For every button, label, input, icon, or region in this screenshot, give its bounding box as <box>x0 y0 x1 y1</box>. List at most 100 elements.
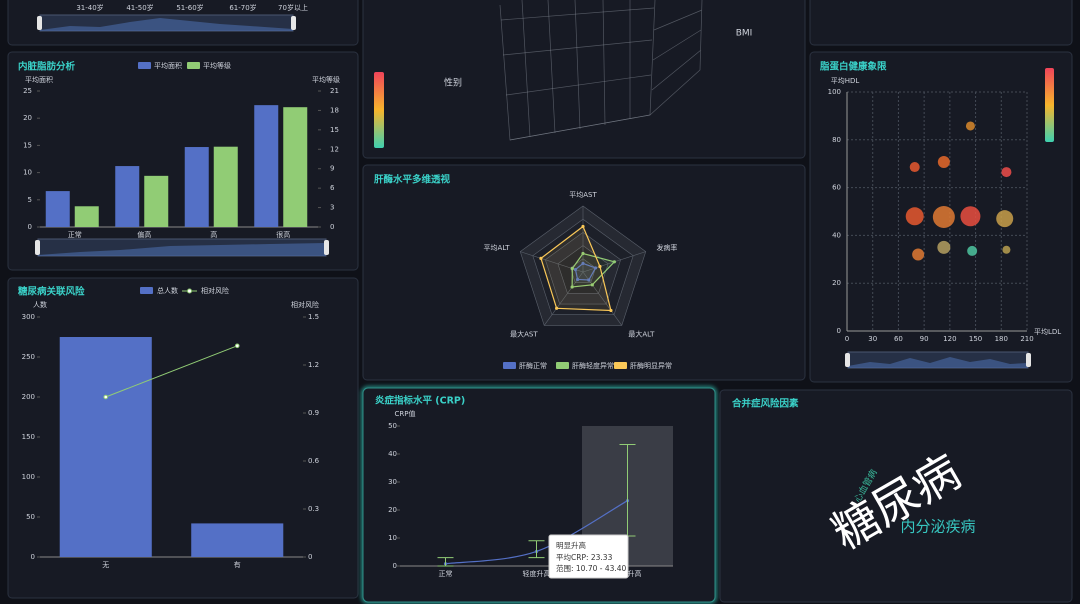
legend-label: 肝酶正常 <box>519 361 547 370</box>
radar-point <box>555 306 559 310</box>
axis-name: 平均面积 <box>25 75 53 84</box>
y-tick-label: 20 <box>832 279 841 287</box>
slider-handle[interactable] <box>845 353 850 367</box>
y-tick-label: 100 <box>22 473 35 481</box>
bubble <box>996 210 1014 228</box>
y2-tick-label: 6 <box>330 184 335 192</box>
bubble <box>967 245 978 256</box>
bar <box>45 191 70 227</box>
y2-tick-label: 0 <box>330 223 334 231</box>
slider-handle[interactable] <box>291 16 296 30</box>
y-tick-label: 40 <box>388 450 397 458</box>
tooltip-title: 明显升高 <box>556 540 586 550</box>
panel-title: 糖尿病关联风险 <box>18 286 85 298</box>
panel-title: 肝酶水平多维透视 <box>374 174 451 186</box>
bubble <box>909 162 920 173</box>
panel-title: 内脏脂肪分析 <box>18 61 76 73</box>
bubble <box>905 207 924 226</box>
radar-area <box>571 252 616 288</box>
slider-label: 61-70岁 <box>229 3 256 12</box>
data-zoom[interactable] <box>37 14 296 32</box>
radar-label: 平均AST <box>569 190 597 199</box>
y2-tick-label: 18 <box>330 106 339 114</box>
radar-point <box>581 261 585 266</box>
y2-tick-label: 0.3 <box>308 505 319 513</box>
y-tick-label: 30 <box>388 478 397 486</box>
line <box>105 345 238 398</box>
panel <box>719 389 1073 603</box>
radar-point <box>570 285 574 289</box>
legend-swatch <box>187 62 200 69</box>
bubble <box>1001 167 1012 178</box>
bubble <box>960 206 981 227</box>
x-tick-label: 120 <box>943 335 956 343</box>
y2-tick-label: 15 <box>330 126 339 134</box>
x-tick-label: 60 <box>894 335 903 343</box>
axis-name: 人数 <box>33 300 47 309</box>
visual-map[interactable] <box>374 72 384 148</box>
y-tick-label: 25 <box>23 87 32 95</box>
slider-handle[interactable] <box>37 16 42 30</box>
x-tick-label: 高 <box>210 230 217 239</box>
radar-point <box>581 251 585 256</box>
bubble <box>912 248 925 261</box>
bubble <box>937 156 950 169</box>
axis-name: CRP值 <box>395 409 416 418</box>
legend-swatch <box>556 362 569 369</box>
x-tick-label: 轻度升高 <box>523 569 551 578</box>
y-tick-label: 150 <box>22 433 35 441</box>
y-tick-label: 5 <box>28 196 32 204</box>
y-tick-label: 50 <box>388 422 397 430</box>
slider-area <box>38 243 326 256</box>
radar-point <box>609 308 613 313</box>
bubble <box>965 121 975 131</box>
legend-swatch <box>138 62 151 69</box>
radar-point <box>573 267 578 272</box>
tooltip-line: 范围: 10.70 - 43.40 <box>556 563 627 573</box>
y2-tick-label: 9 <box>330 165 334 173</box>
axis-name: 平均等级 <box>312 75 340 84</box>
legend-label: 肝酶明显异常 <box>630 361 672 370</box>
bar <box>74 206 99 227</box>
error-bar <box>528 540 545 559</box>
panel <box>809 0 1073 46</box>
data-zoom[interactable] <box>35 238 329 257</box>
y-tick-label: 80 <box>832 136 841 144</box>
slider-handle[interactable] <box>324 240 329 255</box>
x-tick-label: 有 <box>234 560 241 569</box>
legend-swatch <box>503 362 516 369</box>
radar-point <box>570 266 574 271</box>
radar-point <box>575 277 580 282</box>
radar-point <box>539 256 543 260</box>
slider-label: 31-40岁 <box>76 3 103 12</box>
y-tick-label: 100 <box>828 88 841 96</box>
radar-point <box>590 283 594 287</box>
y2-tick-label: 1.2 <box>308 361 319 369</box>
axis-name: 平均HDL <box>831 76 860 85</box>
bar <box>191 523 284 557</box>
x-tick-label: 正常 <box>68 230 82 239</box>
y2-tick-label: 0.6 <box>308 457 320 465</box>
radar-area <box>574 262 597 281</box>
y-tick-label: 0 <box>837 327 841 335</box>
slider-handle[interactable] <box>35 240 40 255</box>
panel-title: 炎症指标水平 (CRP) <box>375 395 465 407</box>
bar <box>213 146 238 227</box>
radar-point <box>598 264 602 269</box>
legend-label: 肝酶轻度异常 <box>572 361 614 370</box>
data-zoom[interactable] <box>845 351 1031 369</box>
radar-point <box>587 278 591 282</box>
axis-name: 平均LDL <box>1034 327 1061 336</box>
radar-label: 最大ALT <box>628 329 655 338</box>
visual-map[interactable] <box>1045 68 1054 142</box>
y-tick-label: 20 <box>23 114 32 122</box>
radar-axis <box>543 271 584 326</box>
y2-tick-label: 1.5 <box>308 313 319 321</box>
slider-handle[interactable] <box>1026 353 1031 367</box>
legend-label: 平均面积 <box>154 61 182 70</box>
axis-name: 性别 <box>444 77 462 89</box>
x-tick-label: 正常 <box>439 569 453 578</box>
panel-title: 脂蛋白健康象限 <box>819 61 887 73</box>
radar-point <box>581 224 585 229</box>
x-tick-label: 很高 <box>276 230 290 239</box>
